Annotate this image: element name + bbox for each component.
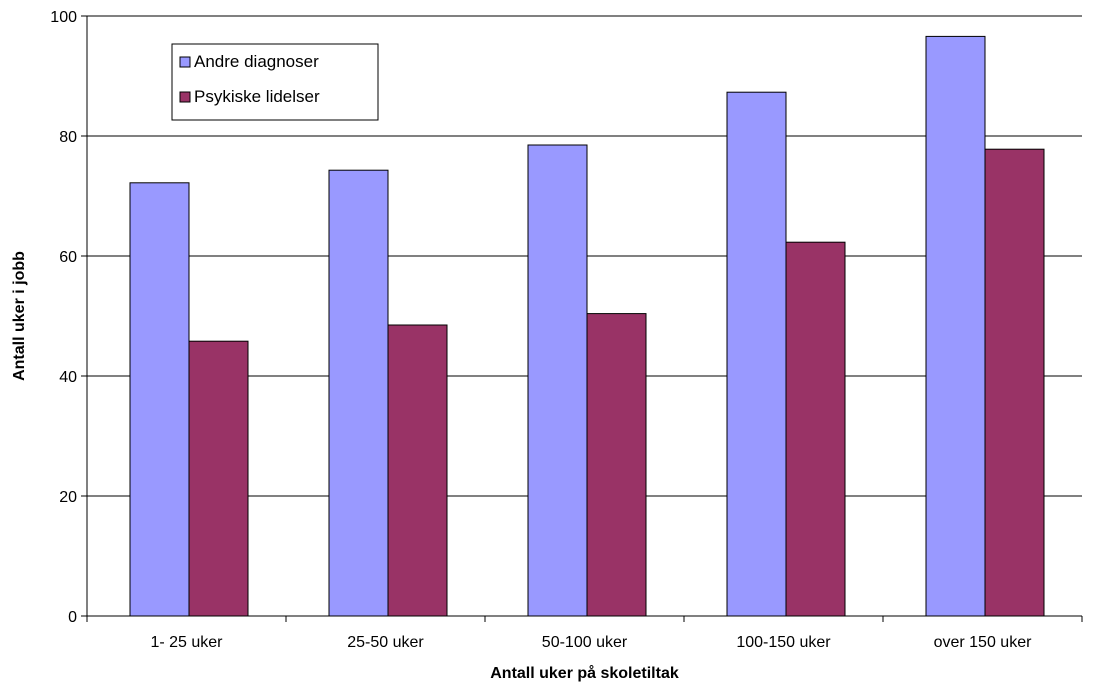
y-tick-label: 80 xyxy=(59,129,77,146)
y-tick-label: 40 xyxy=(59,369,77,386)
bars xyxy=(129,35,1045,617)
y-axis-title: Antall uker i jobb xyxy=(11,251,28,381)
legend-box xyxy=(171,43,379,121)
bar-psykiske-lidelser xyxy=(188,340,249,617)
axes: 0 20 40 60 80 100 1- 25 uker 25-50 uker 50-100 u… xyxy=(50,9,1083,651)
legend-label: Andre diagnoser xyxy=(194,52,319,71)
x-tick-label: 25-50 uker xyxy=(347,634,424,651)
bar-psykiske-lidelser xyxy=(785,241,846,617)
x-tick-label: over 150 uker xyxy=(934,634,1033,651)
y-tick-label: 100 xyxy=(50,9,77,26)
bar-andre-diagnoser xyxy=(726,91,787,617)
bar-andre-diagnoser xyxy=(925,35,986,617)
y-tick-label: 20 xyxy=(59,489,77,506)
bar-psykiske-lidelser xyxy=(984,148,1045,617)
legend-swatch xyxy=(179,56,191,68)
x-tick-label: 1- 25 uker xyxy=(150,634,223,651)
bar-andre-diagnoser xyxy=(527,144,588,617)
legend-swatch xyxy=(179,91,191,103)
x-axis-title: Antall uker på skoletiltak xyxy=(490,664,679,682)
bar-psykiske-lidelser xyxy=(586,313,647,617)
bar-andre-diagnoser xyxy=(129,182,190,617)
bar-andre-diagnoser xyxy=(328,169,389,617)
x-tick-label: 50-100 uker xyxy=(542,634,628,651)
bar-psykiske-lidelser xyxy=(387,324,448,617)
x-tick-label: 100-150 uker xyxy=(736,634,831,651)
y-tick-label: 60 xyxy=(59,249,77,266)
legend-label: Psykiske lidelser xyxy=(194,87,320,106)
legend: Andre diagnoser Psykiske lidelser xyxy=(171,43,379,121)
y-tick-label: 0 xyxy=(68,609,77,626)
